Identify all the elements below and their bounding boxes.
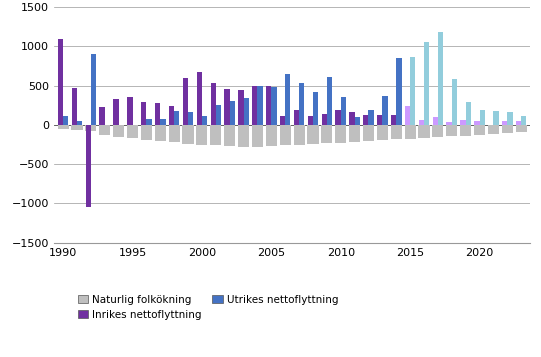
- Bar: [419, 120, 424, 125]
- Bar: [335, 125, 346, 142]
- Bar: [294, 125, 305, 145]
- Bar: [252, 86, 258, 125]
- Bar: [63, 116, 68, 125]
- Bar: [127, 125, 138, 138]
- Bar: [155, 125, 166, 141]
- Bar: [516, 121, 521, 125]
- Bar: [169, 106, 174, 125]
- Bar: [243, 98, 249, 125]
- Bar: [438, 32, 443, 125]
- Bar: [224, 125, 235, 146]
- Bar: [252, 125, 263, 147]
- Bar: [174, 111, 180, 125]
- Bar: [502, 125, 513, 133]
- Bar: [196, 125, 207, 145]
- Bar: [466, 102, 471, 125]
- Bar: [210, 82, 216, 125]
- Bar: [141, 125, 152, 140]
- Bar: [238, 125, 249, 147]
- Bar: [418, 125, 430, 138]
- Bar: [488, 125, 499, 134]
- Bar: [452, 79, 457, 125]
- Bar: [210, 125, 221, 145]
- Bar: [396, 58, 401, 125]
- Bar: [113, 125, 124, 137]
- Bar: [230, 101, 235, 125]
- Bar: [238, 90, 243, 125]
- Bar: [280, 116, 285, 125]
- Bar: [58, 39, 63, 125]
- Bar: [321, 125, 332, 144]
- Bar: [225, 89, 230, 125]
- Bar: [183, 78, 188, 125]
- Bar: [432, 125, 444, 137]
- Bar: [521, 116, 526, 125]
- Bar: [258, 86, 263, 125]
- Bar: [72, 88, 77, 125]
- Bar: [266, 125, 277, 146]
- Bar: [57, 125, 69, 129]
- Bar: [285, 74, 291, 125]
- Bar: [294, 110, 299, 125]
- Bar: [377, 125, 388, 140]
- Bar: [188, 112, 193, 125]
- Bar: [127, 97, 133, 125]
- Bar: [85, 125, 96, 131]
- Bar: [196, 71, 202, 125]
- Bar: [307, 125, 319, 144]
- Bar: [474, 125, 485, 135]
- Legend: Naturlig folkökning, Inrikes nettoflyttning, Utrikes nettoflyttning: Naturlig folkökning, Inrikes nettoflyttn…: [74, 290, 342, 324]
- Bar: [363, 125, 374, 141]
- Bar: [91, 54, 96, 125]
- Bar: [160, 120, 166, 125]
- Bar: [313, 92, 318, 125]
- Bar: [182, 125, 194, 144]
- Bar: [202, 116, 207, 125]
- Bar: [169, 125, 180, 142]
- Bar: [85, 125, 91, 207]
- Bar: [341, 97, 346, 125]
- Bar: [349, 125, 360, 142]
- Bar: [77, 121, 82, 125]
- Bar: [299, 83, 305, 125]
- Bar: [99, 125, 110, 135]
- Bar: [405, 106, 410, 125]
- Bar: [507, 112, 512, 125]
- Bar: [382, 96, 388, 125]
- Bar: [433, 117, 438, 125]
- Bar: [391, 125, 402, 140]
- Bar: [410, 57, 415, 125]
- Bar: [321, 114, 327, 125]
- Bar: [377, 115, 382, 125]
- Bar: [354, 117, 360, 125]
- Bar: [272, 87, 276, 125]
- Bar: [479, 110, 485, 125]
- Bar: [114, 99, 118, 125]
- Bar: [216, 105, 221, 125]
- Bar: [147, 120, 151, 125]
- Bar: [266, 86, 272, 125]
- Bar: [368, 110, 374, 125]
- Bar: [327, 77, 332, 125]
- Bar: [446, 122, 452, 125]
- Bar: [460, 125, 471, 136]
- Bar: [474, 121, 479, 125]
- Bar: [502, 121, 507, 125]
- Bar: [335, 110, 341, 125]
- Bar: [349, 112, 354, 125]
- Bar: [308, 116, 313, 125]
- Bar: [424, 42, 429, 125]
- Bar: [71, 125, 83, 130]
- Bar: [155, 104, 160, 125]
- Bar: [405, 125, 415, 139]
- Bar: [100, 107, 105, 125]
- Bar: [460, 120, 466, 125]
- Bar: [446, 125, 457, 136]
- Bar: [141, 102, 147, 125]
- Bar: [516, 125, 527, 132]
- Bar: [363, 115, 368, 125]
- Bar: [391, 115, 396, 125]
- Bar: [493, 111, 499, 125]
- Bar: [280, 125, 291, 145]
